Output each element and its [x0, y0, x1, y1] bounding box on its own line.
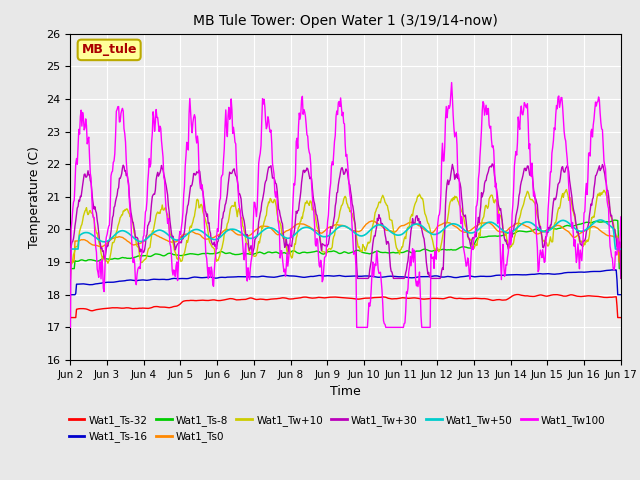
- Text: MB_tule: MB_tule: [81, 43, 137, 56]
- X-axis label: Time: Time: [330, 385, 361, 398]
- Title: MB Tule Tower: Open Water 1 (3/19/14-now): MB Tule Tower: Open Water 1 (3/19/14-now…: [193, 14, 498, 28]
- Legend: Wat1_Ts-32, Wat1_Ts-16, Wat1_Ts-8, Wat1_Ts0, Wat1_Tw+10, Wat1_Tw+30, Wat1_Tw+50,: Wat1_Ts-32, Wat1_Ts-16, Wat1_Ts-8, Wat1_…: [65, 411, 610, 446]
- Y-axis label: Temperature (C): Temperature (C): [28, 146, 41, 248]
